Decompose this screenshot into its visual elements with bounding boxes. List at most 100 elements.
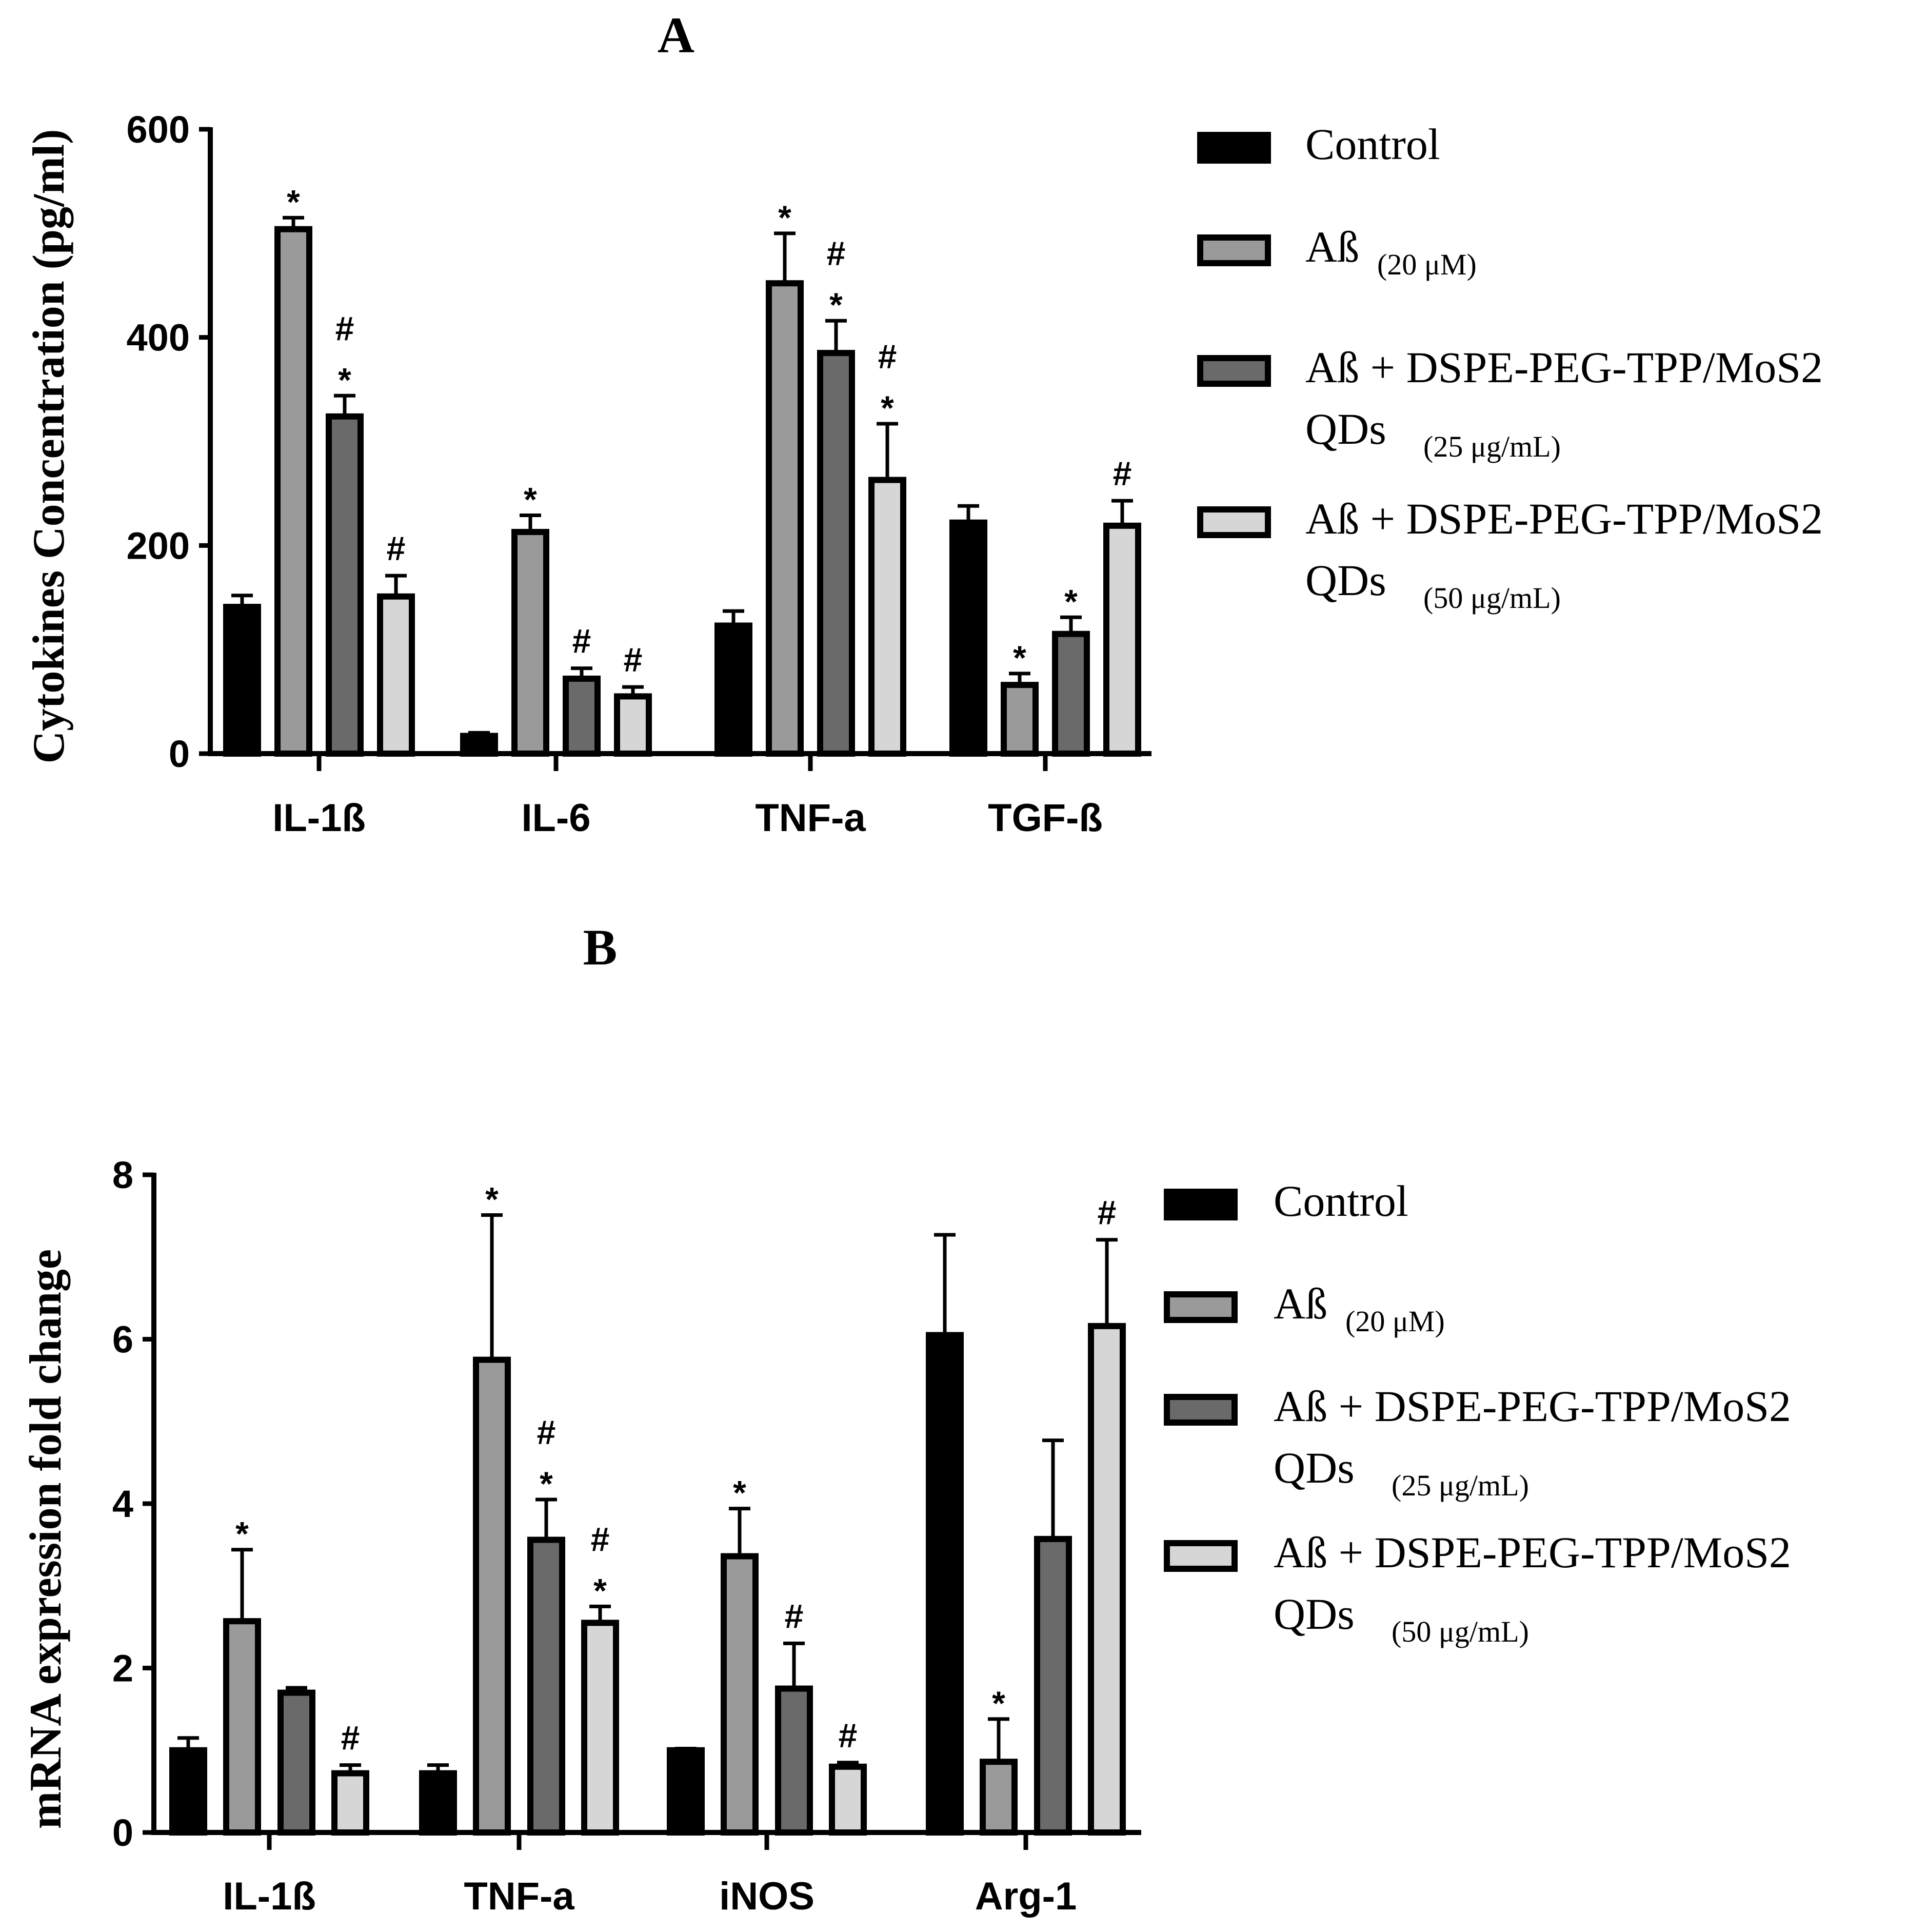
- y-tick-label: 4: [112, 1483, 133, 1525]
- legend-label-line2: QDs: [1305, 404, 1386, 454]
- bar: [277, 1689, 315, 1836]
- legend-label: Aß + DSPE-PEG-TPP/MoS2: [1305, 494, 1823, 543]
- bar: [1034, 1535, 1072, 1836]
- legend-label: Aß: [1274, 1279, 1327, 1328]
- bar: [511, 528, 549, 757]
- significance-hash: #: [1113, 455, 1132, 492]
- significance-hash: #: [624, 641, 643, 679]
- bar: [868, 477, 906, 757]
- legend-label: Aß: [1305, 222, 1359, 271]
- bar: [460, 733, 498, 757]
- bar: [926, 1332, 964, 1836]
- legend-swatch: [1164, 1394, 1238, 1426]
- legend-label: Aß + DSPE-PEG-TPP/MoS2: [1274, 1528, 1791, 1577]
- y-tick-label: 8: [112, 1154, 133, 1196]
- legend-label-line2: QDs: [1305, 556, 1386, 605]
- bar: [721, 1553, 759, 1836]
- significance-hash: #: [785, 1597, 804, 1635]
- legend-label: Aß + DSPE-PEG-TPP/MoS2: [1274, 1382, 1791, 1431]
- bar: [473, 1356, 511, 1836]
- significance-star: *: [540, 1465, 553, 1503]
- bar: [377, 593, 415, 757]
- bar: [1103, 522, 1141, 757]
- legend-label: Aß + DSPE-PEG-TPP/MoS2: [1305, 343, 1823, 392]
- legend-swatch: [1197, 506, 1271, 538]
- significance-star: *: [733, 1474, 746, 1512]
- significance-hash: #: [572, 622, 591, 660]
- y-tick-label: 0: [112, 1811, 133, 1854]
- panel-a-bars: * * * * * # # * # * # # * # #: [223, 183, 1141, 757]
- bar: [1052, 630, 1090, 757]
- x-category-label: Arg-1: [975, 1875, 1077, 1918]
- bar: [169, 1747, 207, 1836]
- significance-hash: #: [827, 234, 846, 272]
- panel-a-y-axis-label: Cytokines Concentration (pg/ml): [24, 129, 74, 764]
- x-category-label: iNOS: [719, 1875, 814, 1918]
- panel-a-legend: Control Aß (20 μM) Aß + DSPE-PEG-TPP/MoS2 QD…: [1197, 120, 1823, 615]
- bar: [581, 1620, 619, 1836]
- significance-hash: #: [335, 309, 354, 347]
- significance-star: *: [992, 1684, 1005, 1722]
- x-category-label: TNF-a: [755, 796, 866, 840]
- legend-label-line2: QDs: [1274, 1443, 1355, 1492]
- significance-star: *: [287, 183, 300, 221]
- significance-hash: #: [537, 1413, 556, 1451]
- significance-hash: #: [387, 529, 406, 567]
- significance-hash: #: [1098, 1194, 1117, 1232]
- legend-label-line2: QDs: [1274, 1589, 1355, 1639]
- significance-hash: #: [341, 1719, 360, 1757]
- x-category-label: IL-1ß: [223, 1875, 316, 1918]
- bar: [766, 280, 804, 757]
- legend-sublabel: (25 μg/mL): [1392, 1469, 1529, 1502]
- bar: [326, 413, 364, 757]
- panel-b-bars: * * * * * # # # * # # #: [169, 1180, 1126, 1836]
- panel-b-y-axis-label: mRNA expression fold change: [21, 1249, 71, 1829]
- bar: [1088, 1323, 1126, 1836]
- significance-star: *: [485, 1180, 499, 1218]
- panel-a-category-labels: IL-1ß IL-6 TNF-a TGF-ß: [272, 754, 1103, 840]
- legend-sublabel: (20 μM): [1345, 1305, 1445, 1338]
- bar: [667, 1747, 705, 1836]
- bar: [419, 1770, 457, 1836]
- legend-sublabel: (50 μg/mL): [1392, 1615, 1529, 1648]
- y-tick-label: 600: [127, 108, 190, 151]
- bar: [817, 350, 855, 757]
- legend-label: Control: [1274, 1176, 1408, 1226]
- bar: [223, 1618, 261, 1836]
- bar: [980, 1759, 1018, 1836]
- legend-swatch: [1164, 1291, 1238, 1323]
- legend-label: Control: [1305, 120, 1440, 169]
- significance-hash: #: [591, 1520, 610, 1558]
- legend-swatch: [1164, 1540, 1238, 1572]
- x-category-label: IL-6: [521, 796, 590, 840]
- significance-hash: #: [878, 338, 897, 376]
- bar: [1001, 682, 1039, 757]
- bar: [563, 675, 601, 757]
- panel-b-axes: [151, 1173, 1141, 1835]
- significance-star: *: [778, 199, 791, 236]
- significance-star: *: [881, 389, 894, 427]
- bar: [775, 1685, 813, 1836]
- significance-star: *: [829, 286, 843, 324]
- y-tick-label: 400: [127, 317, 190, 359]
- bar: [274, 226, 312, 757]
- y-tick-label: 0: [169, 733, 190, 775]
- legend-sublabel: (50 μg/mL): [1423, 581, 1561, 615]
- x-category-label: IL-1ß: [272, 796, 366, 840]
- significance-star: *: [235, 1515, 249, 1553]
- y-tick-label: 6: [112, 1318, 133, 1361]
- bar: [714, 622, 752, 757]
- legend-swatch: [1164, 1189, 1238, 1220]
- x-category-label: TGF-ß: [988, 796, 1103, 840]
- panel-b-category-labels: IL-1ß TNF-a iNOS Arg-1: [223, 1832, 1077, 1918]
- panel-a-chart: A Cytokines Concentration (pg/ml) 0 200 40…: [24, 7, 1823, 840]
- significance-star: *: [1064, 582, 1078, 620]
- bar: [223, 604, 261, 757]
- y-tick-label: 200: [127, 524, 190, 567]
- bar: [949, 519, 987, 757]
- significance-star: *: [338, 361, 351, 399]
- bar: [331, 1770, 369, 1836]
- legend-swatch: [1197, 132, 1271, 164]
